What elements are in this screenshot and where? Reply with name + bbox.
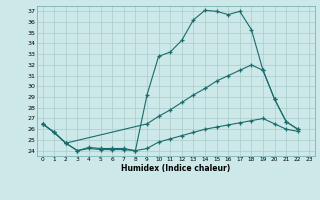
X-axis label: Humidex (Indice chaleur): Humidex (Indice chaleur) [121, 164, 231, 173]
